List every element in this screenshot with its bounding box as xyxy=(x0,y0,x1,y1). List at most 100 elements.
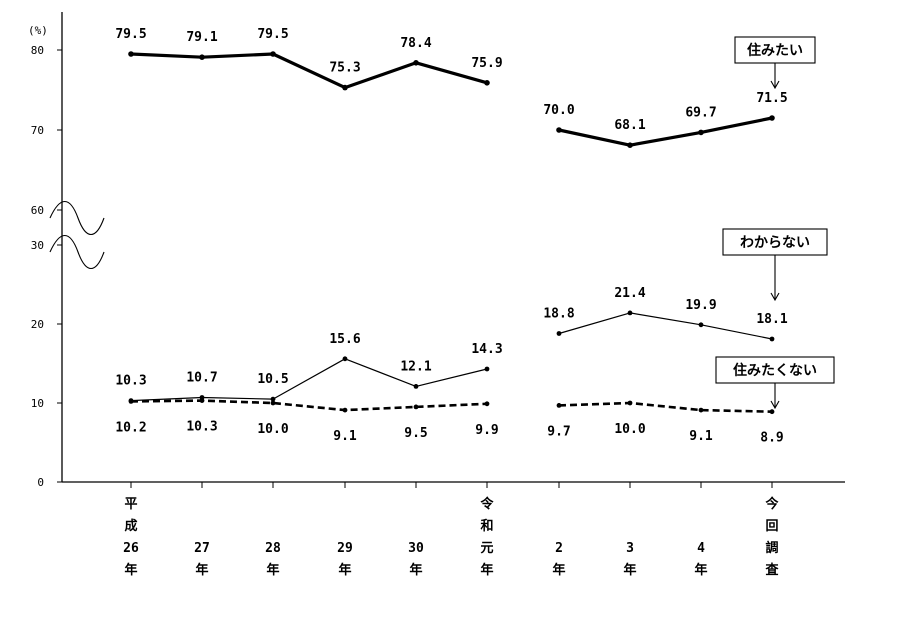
legend-callout-label: わからない xyxy=(740,235,810,251)
x-tick-label: 3 xyxy=(626,541,634,556)
x-tick-label: 年 xyxy=(552,562,565,578)
data-label: 10.0 xyxy=(614,422,645,437)
x-tick-label: 成 xyxy=(124,518,137,534)
series-sumitai-point xyxy=(556,127,562,133)
x-tick-label: 年 xyxy=(338,562,351,578)
data-label: 10.5 xyxy=(257,372,288,387)
series-wakaranai-point xyxy=(413,384,419,389)
y-tick-label: 60 xyxy=(31,204,44,217)
series-sumitakunai-point xyxy=(627,400,633,406)
x-tick-label: 27 xyxy=(194,541,210,556)
series-sumitakunai-point xyxy=(769,409,775,415)
y-tick-label: 30 xyxy=(31,239,44,252)
x-tick-label: 和 xyxy=(480,518,493,534)
data-label: 69.7 xyxy=(685,105,716,120)
data-label: 12.1 xyxy=(400,359,431,374)
series-sumitakunai-point xyxy=(270,400,276,406)
data-label: 10.3 xyxy=(115,374,146,389)
series-wakaranai-line xyxy=(130,358,488,402)
series-sumitakunai-point xyxy=(484,401,490,407)
data-label: 68.1 xyxy=(614,118,645,133)
x-tick-label: 今 xyxy=(764,496,779,512)
legend-callout-arrowhead xyxy=(770,80,780,90)
x-tick-label: 年 xyxy=(409,562,422,578)
data-label: 15.6 xyxy=(329,332,360,347)
legend-callout-label: 住みたくない xyxy=(733,362,817,379)
data-label: 10.2 xyxy=(115,420,146,435)
series-sumitai-line xyxy=(130,52,488,90)
x-tick-label: 回 xyxy=(765,519,778,534)
x-tick-label: 年 xyxy=(195,562,208,578)
series-wakaranai-point xyxy=(627,310,633,316)
series-sumitakunai-point xyxy=(698,407,704,413)
data-label: 18.1 xyxy=(756,312,787,327)
series-sumitakunai-point xyxy=(413,404,419,410)
x-tick-label: 年 xyxy=(124,562,137,578)
x-tick-label: 令 xyxy=(480,496,494,512)
x-tick-label: 28 xyxy=(265,541,281,556)
series-sumitai-point xyxy=(199,54,205,60)
x-tick-label: 査 xyxy=(764,562,779,578)
x-tick-label: 年 xyxy=(623,562,636,578)
legend-callout-arrowhead xyxy=(770,400,780,410)
data-label: 75.3 xyxy=(329,61,360,76)
data-label: 9.1 xyxy=(689,429,713,444)
series-sumitakunai-line xyxy=(130,399,488,412)
series-sumitai-point xyxy=(270,51,276,57)
series-wakaranai-point xyxy=(698,322,704,328)
series-sumitai-point xyxy=(627,142,633,148)
data-label: 79.5 xyxy=(257,27,288,42)
x-tick-label: 26 xyxy=(123,541,139,556)
series-wakaranai-point xyxy=(270,396,276,402)
y-tick-label: 0 xyxy=(37,476,44,489)
data-label: 14.3 xyxy=(471,342,502,357)
axis-break-symbol xyxy=(49,200,105,236)
series-wakaranai-point xyxy=(556,331,562,336)
x-tick-label: 年 xyxy=(694,562,707,578)
data-label: 10.3 xyxy=(186,420,217,435)
x-tick-label: 30 xyxy=(408,541,424,556)
data-label: 10.0 xyxy=(257,422,288,437)
x-tick-label: 元 xyxy=(480,541,493,556)
legend-callout-label: 住みたい xyxy=(747,42,803,59)
series-sumitakunai-point xyxy=(342,407,348,413)
series-wakaranai-line xyxy=(558,312,773,340)
series-wakaranai-point xyxy=(769,336,775,342)
series-sumitakunai-point xyxy=(199,398,205,403)
series-wakaranai-point xyxy=(484,366,490,372)
y-tick-label: 10 xyxy=(31,397,44,410)
series-sumitai-line xyxy=(558,116,773,147)
x-tick-label: 年 xyxy=(266,562,279,578)
series-sumitai-point xyxy=(769,115,775,121)
series-sumitai-point xyxy=(484,80,490,86)
axis-break-symbol xyxy=(49,234,105,270)
series-sumitakunai-point xyxy=(556,403,562,408)
y-tick-label: 20 xyxy=(31,318,44,331)
data-label: 79.5 xyxy=(115,27,146,42)
data-label: 75.9 xyxy=(471,56,502,71)
legend-callout-box xyxy=(722,228,828,256)
series-sumitai-point xyxy=(413,60,419,66)
data-label: 19.9 xyxy=(685,298,716,313)
data-label: 8.9 xyxy=(760,431,783,446)
series-sumitai-point xyxy=(342,84,348,91)
x-tick-label: 29 xyxy=(337,541,353,556)
data-label: 9.9 xyxy=(475,423,498,438)
series-sumitakunai-line xyxy=(558,401,773,413)
y-tick-label: 70 xyxy=(31,124,44,137)
data-label: 10.7 xyxy=(186,370,217,385)
data-label: 18.8 xyxy=(543,306,574,321)
data-label: 78.4 xyxy=(400,36,431,51)
data-label: 70.0 xyxy=(543,103,574,118)
x-tick-label: 調 xyxy=(765,540,778,556)
data-label: 9.1 xyxy=(333,429,357,444)
series-sumitai-point xyxy=(698,129,704,136)
series-wakaranai-point xyxy=(342,356,348,362)
series-sumitakunai-point xyxy=(128,399,134,404)
x-tick-label: 平 xyxy=(124,497,137,512)
data-label: 71.5 xyxy=(756,91,787,106)
x-tick-label: 2 xyxy=(555,541,563,556)
data-label: 9.5 xyxy=(404,426,427,441)
legend-callout-box xyxy=(734,36,816,64)
